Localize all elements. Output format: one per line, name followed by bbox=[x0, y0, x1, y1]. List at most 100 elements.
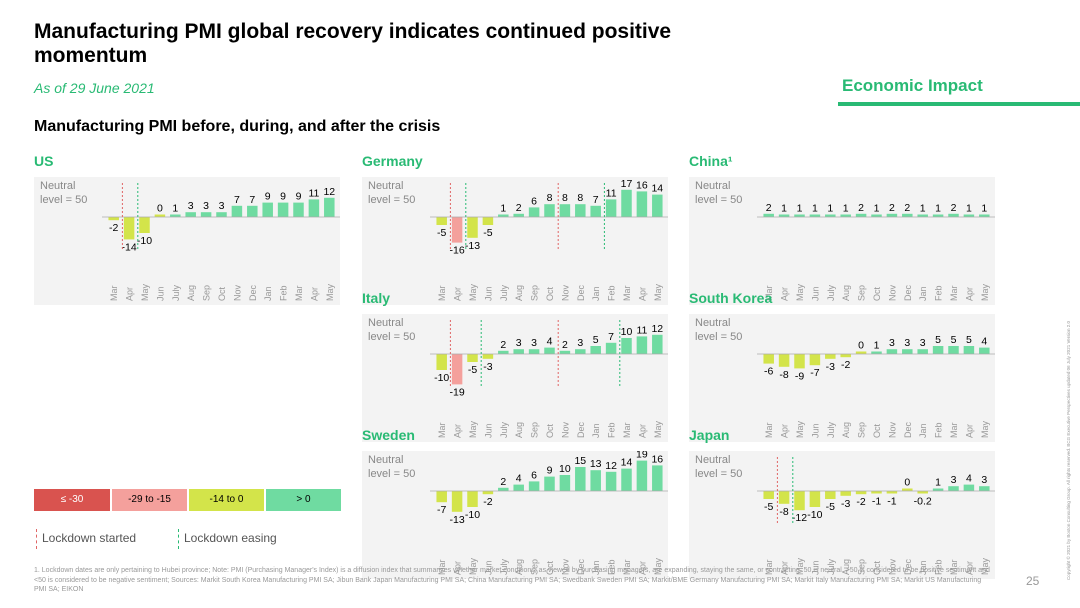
data-label: -10 bbox=[465, 509, 480, 521]
data-label: -12 bbox=[792, 512, 807, 524]
x-tick-label: Oct bbox=[545, 560, 555, 575]
bar bbox=[917, 491, 928, 494]
x-tick-label: Sep bbox=[857, 285, 867, 301]
panel-title: Italy bbox=[362, 290, 391, 306]
data-label: -2 bbox=[483, 496, 492, 508]
data-label: 5 bbox=[593, 334, 599, 346]
bar bbox=[948, 346, 959, 354]
data-label: 1 bbox=[172, 203, 178, 215]
data-label: 1 bbox=[781, 203, 787, 215]
data-label: 3 bbox=[981, 474, 987, 486]
panel-japan: Japan Neutral level = 50 -5 Mar -8 Apr -12 May -… bbox=[689, 427, 995, 579]
data-label: 3 bbox=[516, 337, 522, 349]
chart-south-korea: Neutral level = 50 -6 Mar -8 Apr -9 May -7 Jun -3 J… bbox=[689, 314, 995, 442]
data-label: 13 bbox=[590, 458, 602, 470]
x-tick-label: May bbox=[653, 283, 663, 301]
x-tick-label: Aug bbox=[841, 559, 851, 575]
x-tick-label: Sep bbox=[530, 422, 540, 438]
neutral-level-label: Neutral level = 50 bbox=[695, 454, 742, 480]
panel-sweden: Sweden Neutral level = 50 -7 Mar -13 Apr -10 Ma… bbox=[362, 427, 668, 579]
bar bbox=[451, 354, 463, 385]
x-tick-label: Apr bbox=[637, 561, 647, 575]
data-label: 14 bbox=[651, 183, 663, 195]
data-label: 14 bbox=[621, 457, 633, 469]
bar bbox=[652, 465, 663, 491]
data-label: 3 bbox=[577, 337, 583, 349]
bar bbox=[886, 491, 898, 494]
data-label: 1 bbox=[935, 477, 941, 489]
lockdown-marker-sample bbox=[36, 529, 37, 549]
x-tick-label: Apr bbox=[637, 424, 647, 438]
x-tick-label: Aug bbox=[841, 285, 851, 301]
bar bbox=[871, 491, 882, 494]
x-tick-label: July bbox=[826, 421, 836, 438]
chart-background bbox=[689, 177, 995, 305]
data-label: 19 bbox=[636, 451, 648, 461]
x-tick-label: July bbox=[499, 558, 509, 575]
bar bbox=[948, 486, 959, 491]
data-label: 4 bbox=[547, 336, 553, 348]
data-label: 2 bbox=[951, 202, 957, 214]
x-tick-label: Oct bbox=[872, 423, 882, 438]
x-tick-label: Oct bbox=[545, 423, 555, 438]
data-label: 1 bbox=[981, 203, 987, 215]
data-label: 1 bbox=[843, 203, 849, 215]
bar bbox=[621, 189, 632, 217]
x-tick-label: Feb bbox=[934, 285, 944, 301]
bar bbox=[590, 470, 601, 491]
data-label: 1 bbox=[920, 203, 926, 215]
x-tick-label: Oct bbox=[872, 286, 882, 301]
x-tick-label: Feb bbox=[607, 422, 617, 438]
x-tick-label: Dec bbox=[903, 421, 913, 438]
bar bbox=[528, 207, 540, 217]
bar bbox=[528, 349, 540, 354]
x-tick-label: Apr bbox=[780, 561, 790, 575]
x-tick-label: Apr bbox=[780, 287, 790, 301]
data-label: 8 bbox=[547, 192, 553, 204]
x-tick-label: Jan bbox=[263, 286, 273, 301]
x-tick-label: Nov bbox=[887, 284, 897, 301]
legend-range-14-0: -14 to 0 bbox=[189, 489, 264, 511]
x-tick-label: Apr bbox=[637, 287, 647, 301]
data-label: 12 bbox=[605, 460, 617, 472]
page-number: 25 bbox=[1026, 574, 1040, 588]
x-tick-label: Mar bbox=[622, 422, 632, 438]
data-label: -13 bbox=[450, 514, 465, 526]
data-label: -8 bbox=[779, 506, 788, 518]
data-label: 6 bbox=[531, 469, 537, 481]
legend-range-gt-0: > 0 bbox=[266, 489, 341, 511]
bar bbox=[932, 214, 944, 217]
bar bbox=[825, 491, 836, 499]
bar bbox=[482, 491, 494, 495]
panel-title: Sweden bbox=[362, 427, 415, 443]
x-tick-label: July bbox=[826, 284, 836, 301]
x-tick-label: Jan bbox=[591, 560, 601, 575]
data-label: 3 bbox=[904, 337, 910, 349]
x-tick-label: Mar bbox=[949, 559, 959, 575]
x-tick-label: May bbox=[795, 283, 805, 301]
data-label: -10 bbox=[807, 509, 822, 521]
bar bbox=[108, 217, 119, 221]
bar bbox=[513, 349, 524, 354]
bar bbox=[636, 336, 648, 354]
data-label: 2 bbox=[766, 202, 772, 214]
x-tick-label: May bbox=[980, 283, 990, 301]
x-tick-label: Jun bbox=[483, 286, 493, 301]
x-tick-label: Apr bbox=[309, 287, 319, 301]
data-label: -14 bbox=[122, 241, 137, 253]
bar bbox=[794, 214, 805, 217]
x-tick-label: Jan bbox=[591, 423, 601, 438]
x-tick-label: Mar bbox=[764, 285, 774, 301]
bar bbox=[139, 217, 150, 233]
data-label: 3 bbox=[951, 474, 957, 486]
bar bbox=[621, 338, 632, 354]
data-label: 3 bbox=[531, 337, 537, 349]
x-tick-label: Jun bbox=[483, 560, 493, 575]
x-tick-label: May bbox=[653, 420, 663, 438]
bar bbox=[886, 349, 898, 354]
chart-background bbox=[34, 177, 340, 305]
data-label: -3 bbox=[841, 498, 850, 510]
data-label: 7 bbox=[249, 194, 255, 206]
bar bbox=[559, 475, 571, 491]
x-tick-label: Mar bbox=[949, 422, 959, 438]
